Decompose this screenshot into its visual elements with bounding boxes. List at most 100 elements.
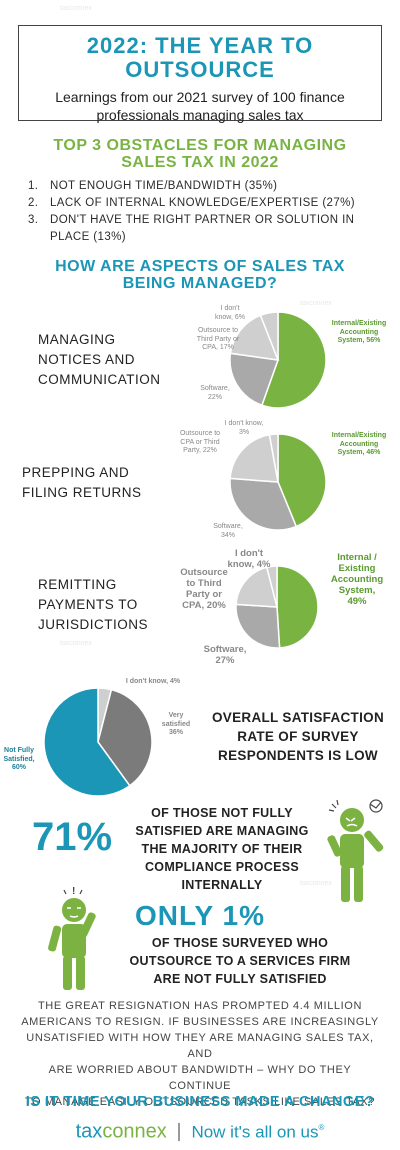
slice-label-software: Software, 27% xyxy=(200,644,250,666)
item-text: NOT ENOUGH TIME/BANDWIDTH (35%) xyxy=(50,180,278,192)
slice-label-dontknow: I don't know, 6% xyxy=(200,305,260,322)
text-line: INTERNALLY xyxy=(181,878,263,892)
label-line: FILING RETURNS xyxy=(22,485,142,500)
pie-slice-dont-know xyxy=(265,565,278,608)
item-number: 2. xyxy=(28,197,39,209)
watermark: taxconnex xyxy=(60,5,92,12)
item-text: LACK OF INTERNAL KNOWLEDGE/EXPERTISE (27… xyxy=(50,197,356,209)
pie-slice-not-fully-satisfied xyxy=(43,687,131,797)
label-line: CPA, 20% xyxy=(182,600,226,611)
pie-slice-outsource xyxy=(229,314,280,361)
label-line: satisfied xyxy=(161,720,191,728)
confused-person-icon: ! xyxy=(48,886,96,990)
list-item: 2. LACK OF INTERNAL KNOWLEDGE/EXPERTISE … xyxy=(28,195,383,212)
header-box: 2022: THE YEAR TO OUTSOURCE Learnings fr… xyxy=(18,25,382,124)
slice-label-internal: Internal/Existing Accounting System, 56% xyxy=(326,320,392,346)
label-line: Internal/Existing xyxy=(331,432,387,439)
slice-label-not-fully-satisfied: Not Fully Satisfied, 60% xyxy=(2,747,36,773)
tagline: Now it's all on us xyxy=(191,1122,319,1142)
label-line: Existing xyxy=(338,563,376,574)
label-line: Party or xyxy=(186,589,222,600)
pie-slice-dont-know xyxy=(259,311,279,361)
label-line: Software, xyxy=(203,644,247,655)
text-line: ARE NOT FULLY SATISFIED xyxy=(153,972,327,986)
slice-label-outsource: Outsource to CPA or Third Party, 22% xyxy=(172,430,228,456)
label-line: Satisfied, xyxy=(3,755,35,763)
slice-label-dontknow: I don't know, 4% xyxy=(125,678,181,685)
footer-brand: taxconnex Now it's all on us® xyxy=(0,1115,400,1146)
pie-slice-internal xyxy=(276,565,319,649)
label-line: 36% xyxy=(168,729,183,736)
watermark: taxconnex xyxy=(300,880,332,887)
item-text: DON'T HAVE THE RIGHT PARTNER OR SOLUTION… xyxy=(50,212,354,246)
stat-1-text: OF THOSE SURVEYED WHO OUTSOURCE TO A SER… xyxy=(100,934,380,988)
item-number: 1. xyxy=(28,180,39,192)
title-line: SALES TAX IN 2022 xyxy=(121,154,279,171)
logo-text-tax: tax xyxy=(75,1120,103,1143)
page-title: 2022: THE YEAR TO OUTSOURCE xyxy=(19,34,381,82)
pie-slice-outsource xyxy=(229,433,279,483)
title-line: TOP 3 OBSTACLES FOR MANAGING xyxy=(53,137,347,154)
slice-label-very-satisfied: Very satisfied 36% xyxy=(158,712,194,738)
label-line: NOTICES AND xyxy=(38,352,136,367)
pie-chart-returns xyxy=(229,433,327,531)
label-line: Outsource to xyxy=(197,327,239,334)
label-line: MANAGING xyxy=(38,332,116,347)
slice-label-dontknow: I don't know, 3% xyxy=(215,420,273,437)
slice-label-software: Software, 22% xyxy=(195,385,235,402)
obstacles-list: 1. NOT ENOUGH TIME/BANDWIDTH (35%) 2. LA… xyxy=(28,178,383,246)
title-line: 2022: THE YEAR TO xyxy=(86,33,314,58)
label-line: 49% xyxy=(347,596,367,607)
slice-label-outsource: Outsource to Third Party or CPA, 17% xyxy=(186,327,250,353)
label-line: know, 4% xyxy=(227,559,271,570)
watermark: taxconnex xyxy=(60,640,92,647)
row-label-remitting: REMITTING PAYMENTS TO JURISDICTIONS xyxy=(38,575,148,635)
label-line: JURISDICTIONS xyxy=(38,617,149,632)
label-line: System, xyxy=(338,585,376,596)
pie-slice-software xyxy=(229,352,280,407)
stat-71-value: 71% xyxy=(32,815,113,859)
watermark: taxconnex xyxy=(300,300,332,307)
row-label-returns: PREPPING AND FILING RETURNS xyxy=(22,463,142,503)
label-line: Outsource xyxy=(180,567,228,578)
text-line: THE MAJORITY OF THEIR xyxy=(141,842,303,856)
title-line: OUTSOURCE xyxy=(125,57,275,82)
text-line: TO MANAGE EASILY OUTSOURCED TASKS LIKE S… xyxy=(24,1096,376,1108)
satisfaction-title: OVERALL SATISFACTION RATE OF SURVEY RESP… xyxy=(200,708,396,765)
text-line: OF THOSE SURVEYED WHO xyxy=(151,936,329,950)
registered-mark: ® xyxy=(318,1123,325,1132)
list-item: 1. NOT ENOUGH TIME/BANDWIDTH (35%) xyxy=(28,178,383,195)
svg-text:!: ! xyxy=(72,886,75,897)
aspects-title: HOW ARE ASPECTS OF SALES TAX BEING MANAG… xyxy=(0,258,400,292)
slice-label-outsource: Outsource to Third Party or CPA, 20% xyxy=(176,567,232,611)
obstacles-title: TOP 3 OBSTACLES FOR MANAGING SALES TAX I… xyxy=(0,137,400,171)
text-line: THE GREAT RESIGNATION HAS PROMPTED 4.4 M… xyxy=(37,1000,363,1012)
item-text-line: PLACE (13%) xyxy=(50,231,126,243)
label-line: REMITTING xyxy=(38,577,117,592)
label-line: Accounting xyxy=(330,574,384,585)
pie-slice-very-satisfied xyxy=(97,688,153,787)
pie-chart-notices xyxy=(229,311,327,409)
label-line: PREPPING AND xyxy=(22,465,130,480)
text-line: ARE WORRIED ABOUT BANDWIDTH – WHY DO THE… xyxy=(48,1064,352,1092)
page-subtitle: Learnings from our 2021 survey of 100 fi… xyxy=(19,88,381,124)
slice-label-software: Software, 34% xyxy=(208,523,248,540)
text-line: SATISFIED ARE MANAGING xyxy=(135,824,309,838)
label-line: 60% xyxy=(11,764,26,771)
label-line: CPA or Third xyxy=(180,438,220,446)
label-line: 22% xyxy=(207,393,222,401)
label-line: Internal/Existing xyxy=(331,320,387,327)
title-line: RATE OF SURVEY xyxy=(237,729,359,744)
label-line: Third Party or xyxy=(196,335,240,343)
label-line: know, 6% xyxy=(215,313,245,321)
label-line: Accounting xyxy=(339,328,379,336)
subtitle-line: professionals managing sales tax xyxy=(96,107,304,123)
label-line: I don't xyxy=(220,305,240,312)
label-line: Party, 22% xyxy=(183,447,217,454)
pie-chart-remitting xyxy=(235,565,319,649)
title-line: BEING MANAGED? xyxy=(122,275,278,292)
label-line: Internal / xyxy=(337,552,377,563)
subtitle-line: Learnings from our 2021 survey of 100 fi… xyxy=(55,89,345,105)
label-line: Not Fully xyxy=(4,747,34,754)
pie-slice-internal xyxy=(260,311,327,409)
